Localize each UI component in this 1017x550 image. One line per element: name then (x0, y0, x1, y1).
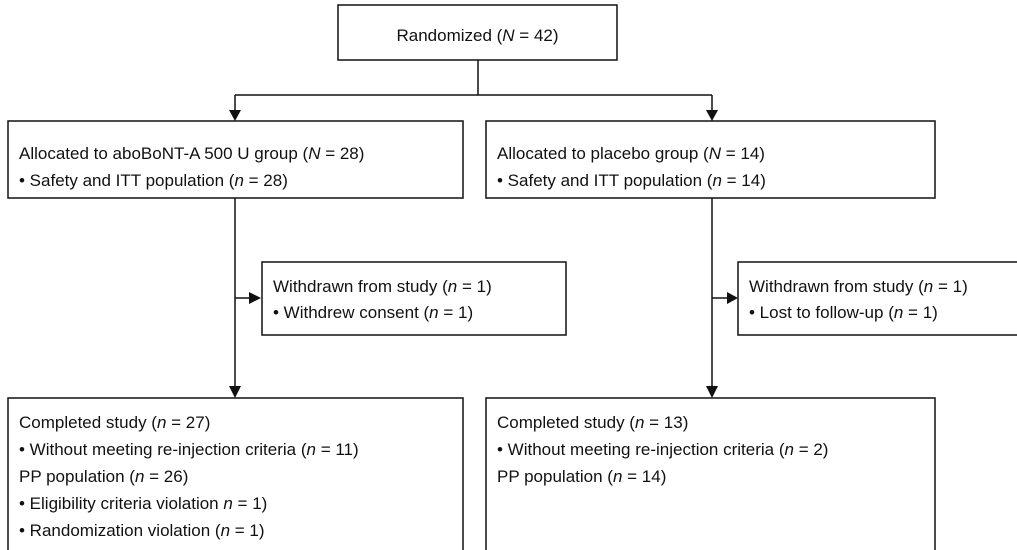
node: Allocated to aboBoNT-A 500 U group (N = … (7, 120, 464, 199)
node: Withdrawn from study (n = 1)• Withdrew c… (261, 261, 567, 336)
text-segment: PP population ( (19, 467, 135, 486)
text-segment: = 28) (320, 144, 364, 163)
text-segment: = 1) (439, 303, 474, 322)
arrow-head (229, 386, 241, 398)
node-box (737, 261, 1017, 336)
text-segment: n (448, 277, 457, 296)
node-line: • Safety and ITT population (n = 28) (19, 171, 288, 190)
node-line: • Lost to follow-up (n = 1) (749, 303, 938, 322)
text-segment: = 2) (794, 440, 829, 459)
text-segment: n (307, 440, 316, 459)
node-box (485, 120, 936, 199)
node-box (7, 397, 464, 550)
text-segment: = 13) (644, 413, 688, 432)
arrow-head (706, 110, 718, 121)
text-segment: n (223, 494, 232, 513)
text-segment: PP population ( (497, 467, 613, 486)
text-segment: n (924, 277, 933, 296)
text-segment: = 11) (316, 440, 359, 459)
text-segment: • Lost to follow-up ( (749, 303, 894, 322)
connector (234, 60, 713, 112)
node-line: PP population (n = 26) (19, 467, 188, 486)
text-segment: n (135, 467, 144, 486)
node-line: Completed study (n = 27) (19, 413, 210, 432)
text-segment: Completed study ( (19, 413, 157, 432)
text-segment: n (157, 413, 166, 432)
text-segment: = 1) (457, 277, 492, 296)
node: Completed study (n = 27)• Without meetin… (7, 397, 464, 550)
node: Randomized (N = 42) (337, 4, 618, 61)
node-line: • Withdrew consent (n = 1) (273, 303, 473, 322)
text-segment: N (709, 144, 722, 163)
text-segment: • Randomization violation ( (19, 521, 221, 540)
text-segment: Randomized ( (396, 26, 502, 45)
node: Withdrawn from study (n = 1)• Lost to fo… (737, 261, 1017, 336)
node-line: Allocated to aboBoNT-A 500 U group (N = … (19, 144, 364, 163)
node-line: • Without meeting re-injection criteria … (497, 440, 828, 459)
text-segment: = 42) (515, 26, 559, 45)
node-line: PP population (n = 14) (497, 467, 666, 486)
node-line: Withdrawn from study (n = 1) (749, 277, 968, 296)
connectors (229, 60, 738, 398)
node-box (261, 261, 567, 336)
text-segment: • Without meeting re-injection criteria … (19, 440, 307, 459)
node-line: • Eligibility criteria violation n = 1) (19, 494, 267, 513)
node-line: Randomized (N = 42) (396, 26, 558, 45)
text-segment: = 14) (722, 171, 766, 190)
text-segment: Allocated to aboBoNT-A 500 U group ( (19, 144, 309, 163)
text-segment: = 1) (233, 494, 268, 513)
text-segment: Allocated to placebo group ( (497, 144, 709, 163)
text-segment: • Safety and ITT population ( (19, 171, 235, 190)
arrow-head (727, 292, 738, 304)
text-segment: N (502, 26, 515, 45)
text-segment: • Eligibility criteria violation (19, 494, 223, 513)
text-segment: n (894, 303, 903, 322)
node: Completed study (n = 13)• Without meetin… (485, 397, 936, 550)
text-segment: n (429, 303, 438, 322)
text-segment: = 14) (622, 467, 666, 486)
arrow-head (706, 386, 718, 398)
node: Allocated to placebo group (N = 14)• Saf… (485, 120, 936, 199)
arrow-head (249, 292, 261, 304)
text-segment: Withdrawn from study ( (749, 277, 924, 296)
text-segment: n (635, 413, 644, 432)
text-segment: = 27) (166, 413, 210, 432)
text-segment: n (234, 171, 243, 190)
node-line: • Without meeting re-injection criteria … (19, 440, 359, 459)
text-segment: n (613, 467, 622, 486)
node-line: • Randomization violation (n = 1) (19, 521, 265, 540)
text-segment: = 28) (244, 171, 288, 190)
text-segment: = 26) (144, 467, 188, 486)
node-line: Completed study (n = 13) (497, 413, 688, 432)
text-segment: n (221, 521, 230, 540)
text-segment: = 1) (903, 303, 938, 322)
node-box (7, 120, 464, 199)
text-segment: n (785, 440, 794, 459)
text-segment: N (308, 144, 321, 163)
node-line: Withdrawn from study (n = 1) (273, 277, 492, 296)
text-segment: • Withdrew consent ( (273, 303, 430, 322)
text-segment: n (712, 171, 721, 190)
text-segment: Withdrawn from study ( (273, 277, 448, 296)
node-line: Allocated to placebo group (N = 14) (497, 144, 765, 163)
node-line: • Safety and ITT population (n = 14) (497, 171, 766, 190)
connector (234, 198, 250, 387)
text-segment: = 14) (721, 144, 765, 163)
text-segment: • Without meeting re-injection criteria … (497, 440, 785, 459)
node-box (337, 4, 618, 61)
text-segment: Completed study ( (497, 413, 635, 432)
text-segment: • Safety and ITT population ( (497, 171, 713, 190)
node-box (485, 397, 936, 550)
text-segment: = 1) (933, 277, 968, 296)
text-segment: = 1) (230, 521, 265, 540)
arrow-head (229, 110, 241, 121)
